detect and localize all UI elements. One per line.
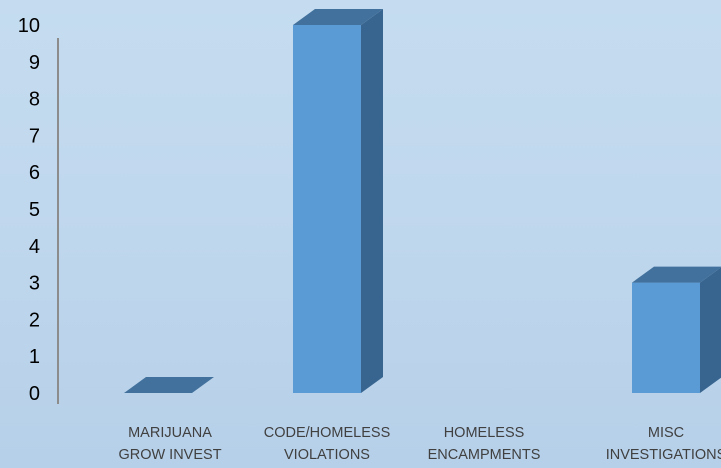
y-tick-label: 1 [29,346,40,368]
bar-series [124,9,721,393]
bar-side-face [361,9,383,393]
y-tick-label: 2 [29,309,40,331]
y-tick-label: 6 [29,162,40,184]
bar [293,9,383,393]
bar-side-face [700,267,721,393]
y-tick-label: 10 [18,15,40,37]
category-label: MISC INVESTIGATIONS [606,425,721,463]
bar-front-face [632,282,700,393]
y-axis-tick-labels: 0 1 2 3 4 5 6 7 8 9 10 [18,15,40,405]
bar-top-face [293,9,383,25]
y-tick-label: 9 [29,52,40,74]
y-tick-label: 8 [29,89,40,111]
y-tick-label: 5 [29,199,40,221]
bar [632,266,721,393]
category-label: CODE/HOMELESS VIOLATIONS [264,425,391,463]
category-label: MARIJUANA GROW INVEST [118,425,221,463]
y-tick-label: 7 [29,125,40,147]
category-label: HOMELESS ENCAMPMENTS [428,425,541,463]
bar-top-face [632,266,721,283]
category-labels: MARIJUANA GROW INVEST CODE/HOMELESS VIOLATI… [118,425,721,463]
y-tick-label: 4 [29,236,40,258]
y-tick-label: 0 [29,383,40,405]
bar [124,377,214,393]
y-tick-label: 3 [29,273,40,295]
bar-top-face [124,377,214,393]
bar-front-face [293,25,361,393]
